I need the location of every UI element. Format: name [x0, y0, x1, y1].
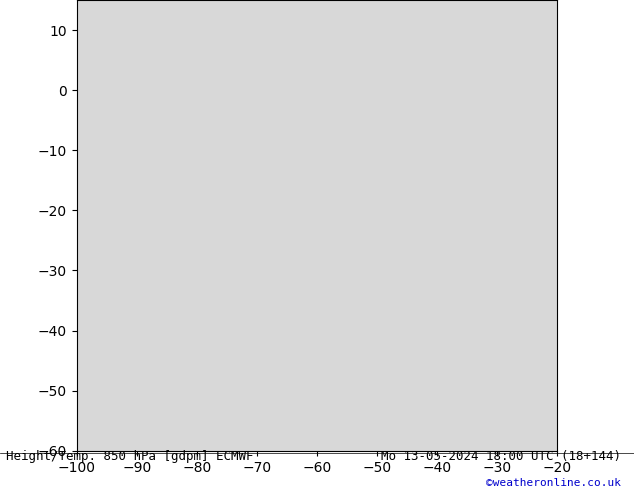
Text: Mo 13-05-2024 18:00 UTC (18+144): Mo 13-05-2024 18:00 UTC (18+144)	[381, 450, 621, 463]
Text: ©weatheronline.co.uk: ©weatheronline.co.uk	[486, 478, 621, 488]
Text: Height/Temp. 850 hPa [gdpm] ECMWF: Height/Temp. 850 hPa [gdpm] ECMWF	[6, 450, 254, 463]
